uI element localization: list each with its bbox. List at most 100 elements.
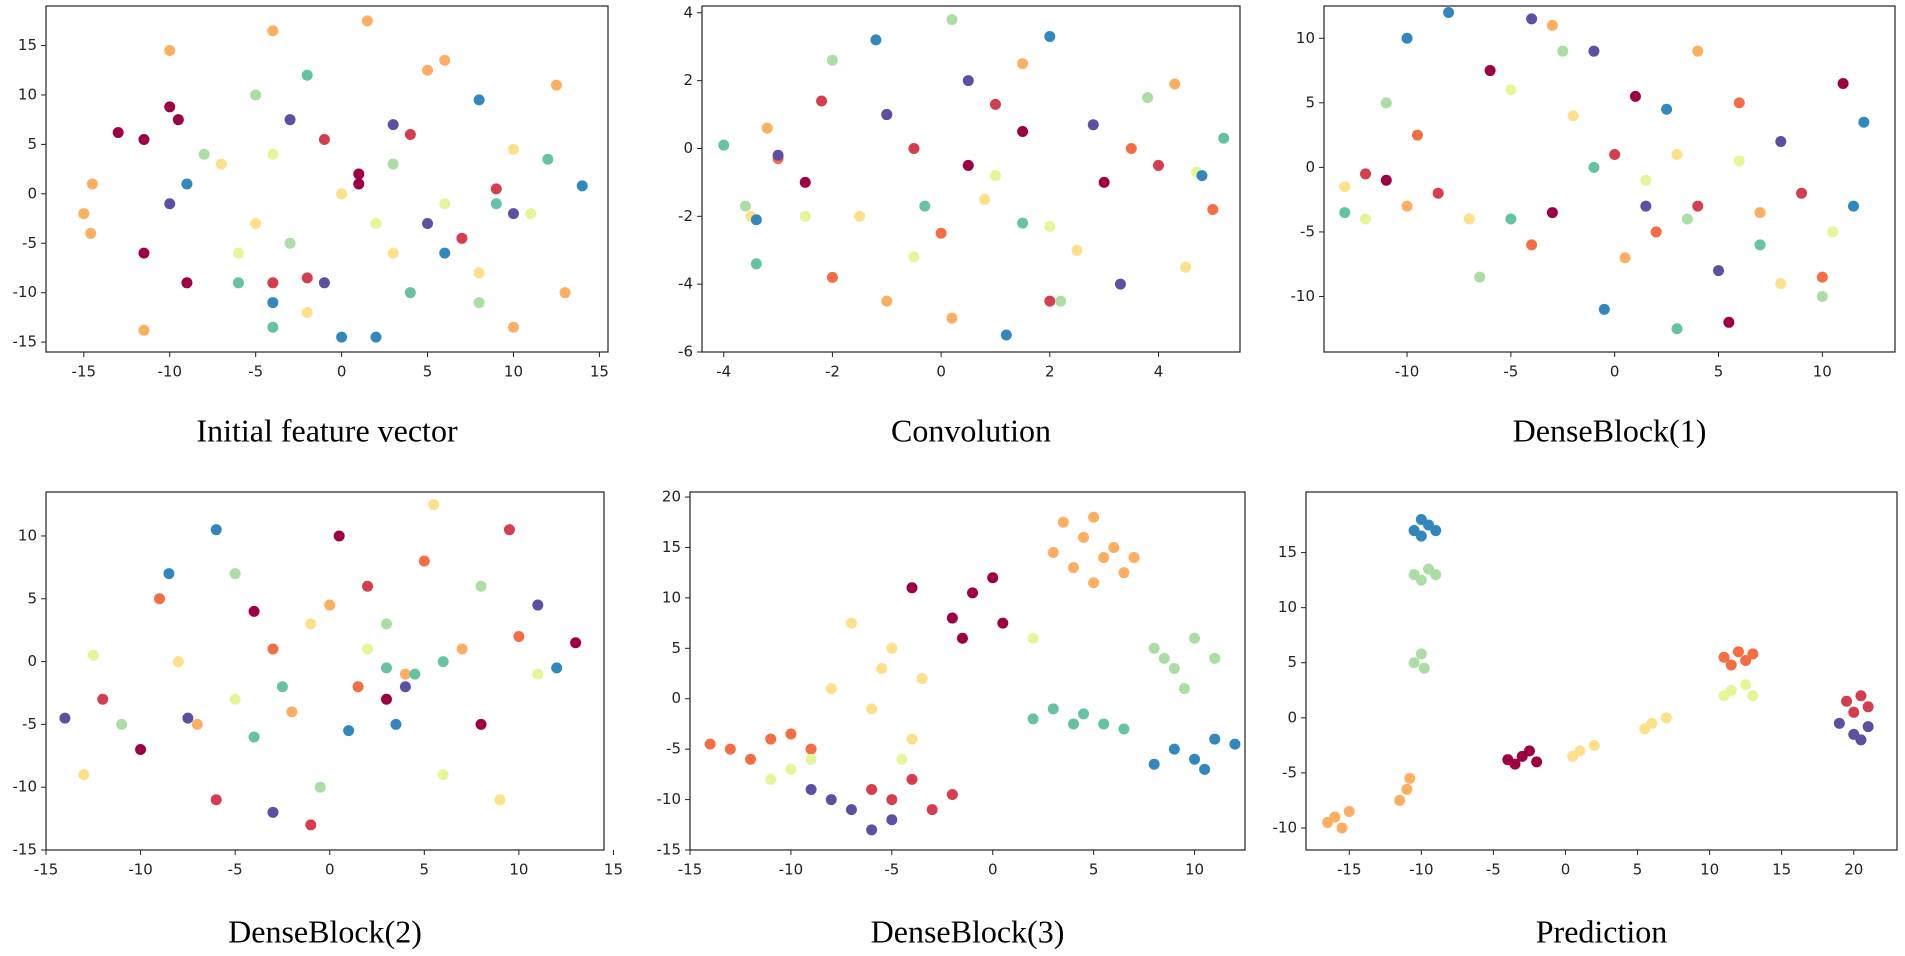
point xyxy=(1322,816,1334,828)
point xyxy=(318,133,330,145)
point xyxy=(1415,574,1427,586)
point xyxy=(1339,181,1351,193)
y-tick-label: 0 xyxy=(1287,708,1297,726)
point xyxy=(1740,679,1752,691)
point xyxy=(1754,239,1766,251)
y-tick-label: -15 xyxy=(13,333,38,351)
point xyxy=(513,630,525,642)
point xyxy=(826,54,838,66)
point xyxy=(799,176,811,188)
point xyxy=(946,312,958,324)
y-tick-label: 10 xyxy=(18,526,37,544)
plot-frame xyxy=(689,491,1246,851)
point xyxy=(1067,718,1079,730)
point xyxy=(215,158,227,170)
point xyxy=(1629,90,1641,102)
point xyxy=(422,64,434,76)
point xyxy=(1567,110,1579,122)
x-tick-label: 0 xyxy=(337,363,347,381)
point xyxy=(1430,525,1442,537)
y-tick-label: 10 xyxy=(1278,598,1297,616)
point xyxy=(854,210,866,222)
point xyxy=(404,287,416,299)
y-tick-label: 10 xyxy=(662,588,681,606)
point xyxy=(1404,772,1416,784)
point xyxy=(805,753,817,765)
y-tick-label: 10 xyxy=(1296,29,1315,47)
point xyxy=(765,773,777,785)
point xyxy=(422,217,434,229)
point xyxy=(926,804,938,816)
point xyxy=(439,54,451,66)
point xyxy=(232,277,244,289)
point xyxy=(785,763,797,775)
x-tick-label: -5 xyxy=(248,363,263,381)
point xyxy=(881,109,893,121)
point xyxy=(739,200,751,212)
point xyxy=(456,232,468,244)
point xyxy=(825,683,837,695)
point xyxy=(333,530,345,542)
point xyxy=(362,580,374,592)
point xyxy=(1733,155,1745,167)
point xyxy=(59,712,71,724)
point xyxy=(507,208,519,220)
point xyxy=(1816,290,1828,302)
point xyxy=(1196,170,1208,182)
point xyxy=(301,306,313,318)
point xyxy=(250,89,262,101)
point xyxy=(439,198,451,210)
point xyxy=(1047,547,1059,559)
point xyxy=(409,668,421,680)
y-tick-label: 20 xyxy=(662,488,681,506)
point xyxy=(1848,706,1860,718)
point xyxy=(1044,220,1056,232)
point xyxy=(989,98,1001,110)
point xyxy=(1841,695,1853,707)
point xyxy=(1158,652,1170,664)
point xyxy=(785,728,797,740)
point xyxy=(267,25,279,37)
point xyxy=(1531,756,1543,768)
point xyxy=(267,643,279,655)
point xyxy=(1125,142,1137,154)
point xyxy=(1067,562,1079,574)
x-tick-label: 5 xyxy=(1714,363,1724,381)
point xyxy=(1862,701,1874,713)
point xyxy=(866,703,878,715)
point xyxy=(1017,126,1029,138)
point xyxy=(172,114,184,126)
point xyxy=(380,693,392,705)
point xyxy=(229,568,241,580)
x-tick-label: -10 xyxy=(157,363,182,381)
x-tick-label: 5 xyxy=(1089,861,1099,879)
point xyxy=(490,198,502,210)
point xyxy=(286,706,298,718)
point xyxy=(1336,822,1348,834)
point xyxy=(1692,200,1704,212)
x-tick-label: 10 xyxy=(509,861,528,879)
point xyxy=(437,769,449,781)
point xyxy=(1229,738,1241,750)
point xyxy=(404,129,416,141)
x-tick-label: -5 xyxy=(884,861,899,879)
y-tick-label: -4 xyxy=(678,275,693,293)
y-tick-label: 4 xyxy=(683,3,693,21)
point xyxy=(507,321,519,333)
point xyxy=(305,819,317,831)
y-tick-label: -15 xyxy=(13,841,38,859)
point xyxy=(1827,226,1839,238)
x-tick-label: -5 xyxy=(228,861,243,879)
point xyxy=(87,649,99,661)
point xyxy=(1114,278,1126,290)
point xyxy=(210,794,222,806)
point xyxy=(989,170,1001,182)
point xyxy=(1098,552,1110,564)
point xyxy=(886,794,898,806)
point xyxy=(956,632,968,644)
point xyxy=(1692,45,1704,57)
y-tick-label: 5 xyxy=(1287,653,1297,671)
y-tick-label: -6 xyxy=(678,343,693,361)
point xyxy=(881,295,893,307)
point xyxy=(1218,132,1230,144)
